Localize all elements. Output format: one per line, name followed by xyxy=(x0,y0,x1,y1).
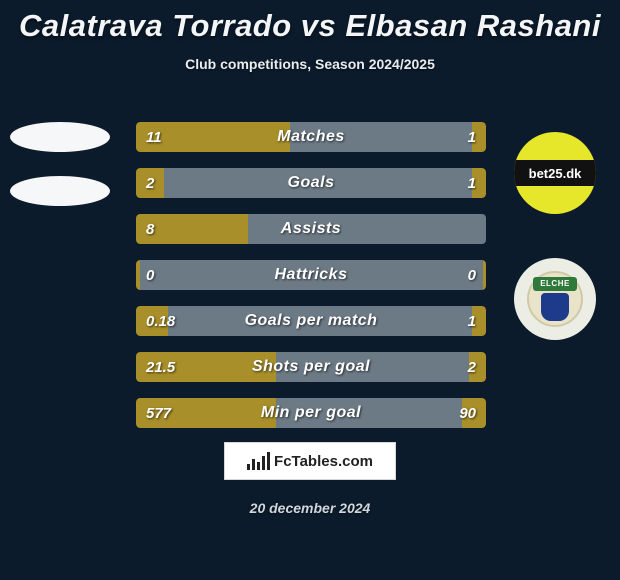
avatar-sponsor-jersey: bet25.dk xyxy=(514,132,596,214)
avatar-player-left-1 xyxy=(10,122,110,152)
stat-label: Hattricks xyxy=(136,260,486,290)
stat-row: 111Matches xyxy=(136,122,486,152)
avatar-player-left-2 xyxy=(10,176,110,206)
stat-label: Goals xyxy=(136,168,486,198)
stat-row: 00Hattricks xyxy=(136,260,486,290)
avatar-club-crest: ELCHE xyxy=(514,258,596,340)
jersey-sponsor-text: bet25.dk xyxy=(514,160,596,186)
comparison-chart: 111Matches 21Goals 8Assists 00Hattricks 0.18… xyxy=(136,122,486,444)
stat-label: Min per goal xyxy=(136,398,486,428)
stat-label: Shots per goal xyxy=(136,352,486,382)
bar-chart-icon xyxy=(247,452,270,470)
stat-row: 57790Min per goal xyxy=(136,398,486,428)
crest-icon: ELCHE xyxy=(527,271,583,327)
page-title: Calatrava Torrado vs Elbasan Rashani xyxy=(0,0,620,44)
brand-name: FcTables.com xyxy=(274,453,373,470)
brand-logo: FcTables.com xyxy=(224,442,396,480)
page-subtitle: Club competitions, Season 2024/2025 xyxy=(0,56,620,72)
stat-row: 21Goals xyxy=(136,168,486,198)
stat-label: Assists xyxy=(136,214,486,244)
date-text: 20 december 2024 xyxy=(0,500,620,516)
stat-row: 21.52Shots per goal xyxy=(136,352,486,382)
stat-row: 8Assists xyxy=(136,214,486,244)
stat-label: Matches xyxy=(136,122,486,152)
stat-label: Goals per match xyxy=(136,306,486,336)
crest-banner-text: ELCHE xyxy=(533,277,577,291)
stat-row: 0.181Goals per match xyxy=(136,306,486,336)
